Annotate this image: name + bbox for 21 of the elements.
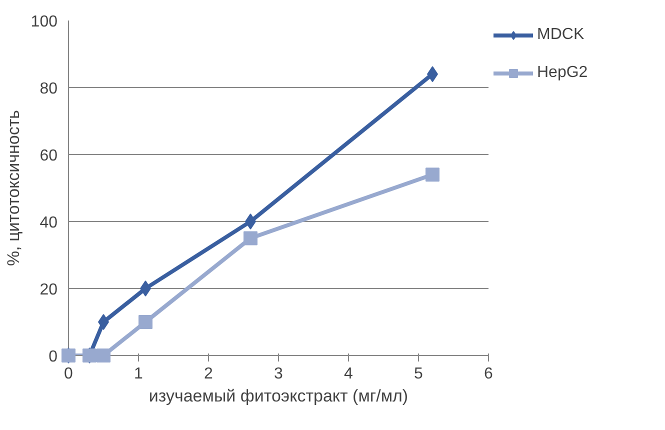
y-tick-label: 100	[30, 14, 58, 30]
legend-label: MDCK	[537, 26, 584, 44]
y-tick-label: 60	[40, 148, 58, 164]
x-axis-title: изучаемый фитоэкстракт (мг/мл)	[148, 386, 408, 406]
x-tick-label: 6	[484, 366, 494, 382]
x-tick-label: 4	[344, 366, 354, 382]
y-tick-label: 40	[40, 214, 58, 232]
point	[96, 348, 110, 362]
y-axis-title: %, цитотоксичность	[4, 110, 23, 266]
x-tick-label: 0	[64, 366, 74, 382]
y-tick-label: 0	[48, 348, 58, 366]
legend-label: HepG2	[537, 64, 588, 82]
x-tick-label: 1	[134, 366, 144, 382]
y-tick-label: 20	[40, 282, 58, 298]
x-tick-label: 2	[204, 366, 214, 382]
point	[138, 315, 152, 329]
point	[244, 231, 258, 246]
x-tick-label: 5	[414, 366, 424, 382]
y-tick-label: 80	[40, 80, 58, 98]
point	[426, 168, 440, 182]
x-tick-label: 3	[274, 366, 284, 382]
